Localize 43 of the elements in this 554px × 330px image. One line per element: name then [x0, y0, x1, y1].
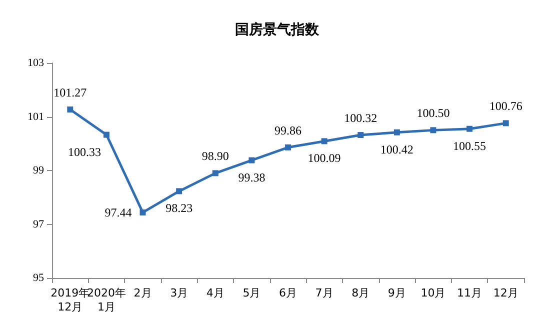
- point: [176, 188, 182, 194]
- x-tick-label: 12月: [493, 286, 518, 300]
- data-label: 98.23: [166, 201, 193, 216]
- x-tick-label: 6月: [279, 286, 297, 300]
- data-label: 100.50: [416, 106, 450, 120]
- x-tick-label: 4月: [206, 286, 224, 300]
- data-label: 99.86: [274, 123, 302, 138]
- data-label: 97.44: [104, 205, 132, 220]
- point: [358, 132, 364, 138]
- y-tick-label: 103: [28, 57, 44, 69]
- chart-title: 国房景气指数: [235, 21, 320, 38]
- point: [502, 120, 509, 126]
- x-tick-label: 2月: [134, 286, 152, 300]
- data-label: 100.55: [453, 138, 486, 153]
- point: [466, 126, 473, 132]
- point: [248, 157, 255, 164]
- x-tick-label: 8月: [352, 286, 370, 300]
- point: [140, 209, 146, 216]
- data-label: 100.32: [344, 111, 378, 126]
- data-label: 98.90: [202, 149, 229, 164]
- y-tick-label: 99: [33, 164, 44, 176]
- point: [430, 127, 436, 134]
- data-label: 100.76: [489, 99, 522, 114]
- data-label: 100.33: [68, 144, 101, 159]
- x-tick-label: 7月: [315, 286, 334, 300]
- data-label: 100.42: [380, 142, 414, 156]
- y-tick-label: 95: [33, 272, 44, 284]
- point: [67, 106, 74, 112]
- x-tick-label: 10月: [420, 286, 446, 300]
- x-tick-label: 9月: [388, 286, 406, 300]
- point: [321, 138, 328, 144]
- data-label: 100.09: [308, 151, 341, 166]
- y-tick-label: 101: [28, 110, 44, 123]
- point: [285, 144, 291, 150]
- y-tick-label: 97: [33, 218, 44, 230]
- x-tick-label: 3月: [170, 286, 188, 300]
- x-tick-label: 11月: [457, 286, 482, 300]
- data-label: 101.27: [54, 85, 87, 100]
- point: [212, 170, 218, 176]
- x-tick-label: 5月: [242, 286, 261, 300]
- point: [103, 132, 110, 138]
- point: [394, 129, 400, 136]
- data-label: 99.38: [238, 170, 266, 184]
